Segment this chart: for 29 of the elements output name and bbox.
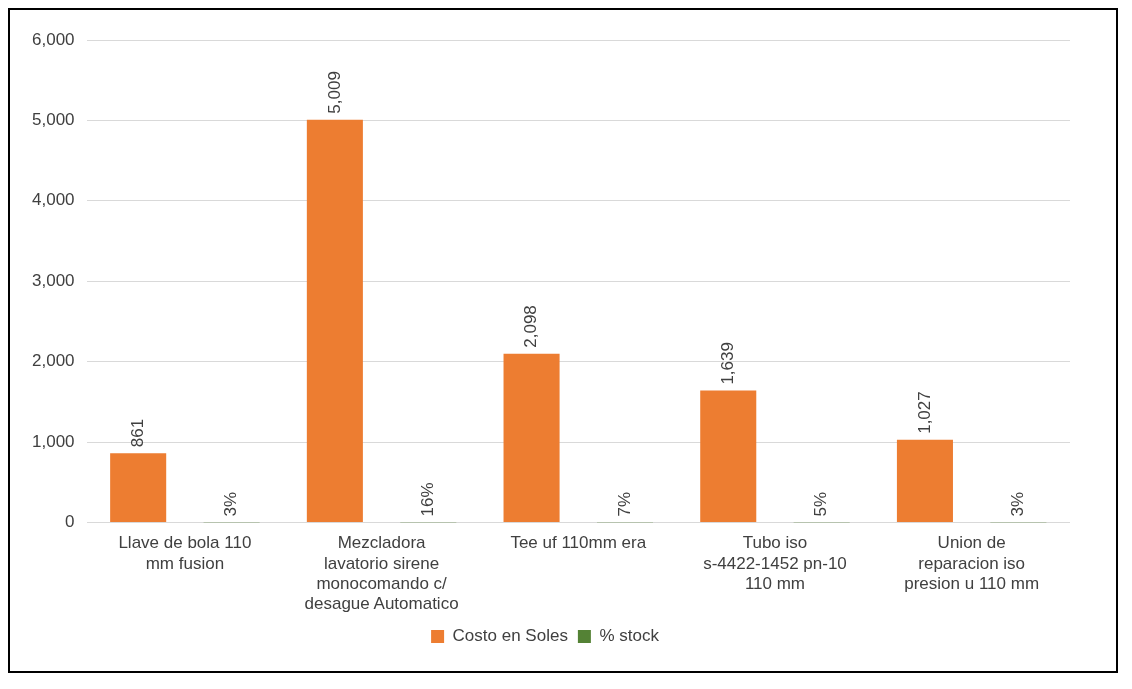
x-tick-label: Llave de bola 110 mm fusion <box>118 533 252 573</box>
data-label: 16% <box>417 482 437 517</box>
y-tick-label: 1,000 <box>31 431 75 451</box>
data-label: 7% <box>614 491 634 517</box>
x-tick-label: Tubo iso s-4422-1452 pn-10 110 mm <box>703 533 847 594</box>
y-tick-label: 3,000 <box>31 270 75 290</box>
data-label: 3% <box>221 491 241 517</box>
bar <box>700 390 757 522</box>
bar <box>503 353 560 522</box>
data-label: 2,098 <box>521 305 541 348</box>
legend-label: % stock <box>599 626 660 646</box>
legend-label: Costo en Soles <box>452 626 568 646</box>
y-tick-label: 0 <box>65 512 75 532</box>
data-label: 5% <box>811 491 831 517</box>
bar <box>306 119 363 522</box>
y-tick-label: 6,000 <box>31 29 75 49</box>
y-tick-label: 5,000 <box>31 110 75 130</box>
x-tick-label: Mezcladora lavatorio sirene monocomando c/ desague Automatico <box>304 533 459 614</box>
y-tick-label: 2,000 <box>31 351 75 371</box>
x-tick-label: Tee uf 110mm era <box>510 533 647 553</box>
data-label: 1,639 <box>717 342 737 385</box>
data-label: 861 <box>127 418 147 448</box>
bar <box>896 439 953 522</box>
data-label: 3% <box>1008 491 1028 517</box>
bar <box>110 453 167 522</box>
x-tick-label: Union de reparacion iso presion u 110 mm <box>904 533 1040 594</box>
data-label: 5,009 <box>324 71 344 114</box>
y-tick-label: 4,000 <box>31 190 75 210</box>
data-label: 1,027 <box>914 391 934 434</box>
